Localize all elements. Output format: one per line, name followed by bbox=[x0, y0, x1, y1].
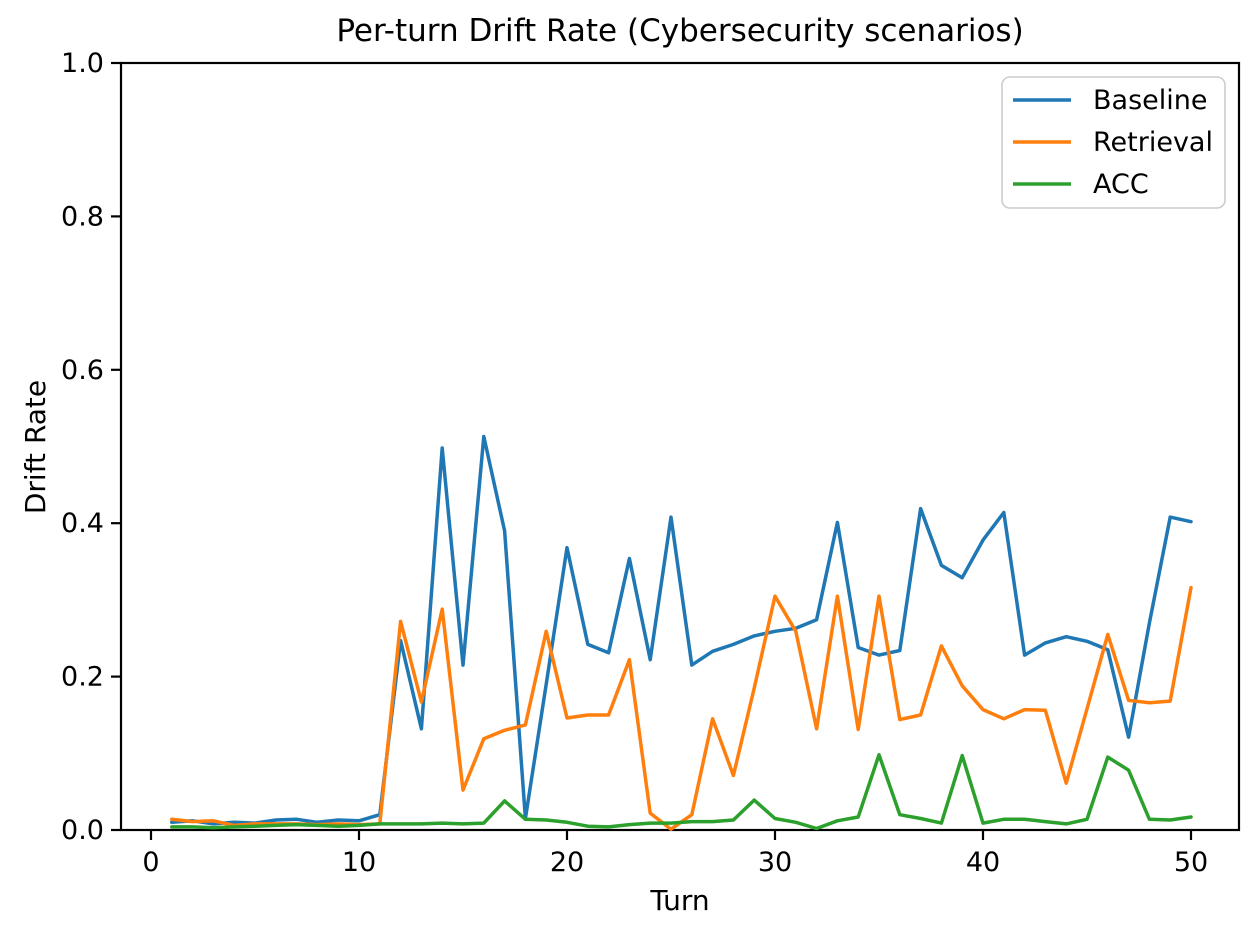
x-axis-label: Turn bbox=[649, 884, 709, 917]
legend-entry-baseline: Baseline bbox=[1013, 85, 1207, 116]
legend-label-retrieval: Retrieval bbox=[1093, 127, 1213, 158]
x-tick-label: 0 bbox=[142, 847, 159, 878]
y-tick-label: 1.0 bbox=[61, 48, 104, 79]
chart-title: Per-turn Drift Rate (Cybersecurity scena… bbox=[336, 13, 1023, 49]
x-tick-label: 10 bbox=[342, 847, 376, 878]
y-tick-label: 0.0 bbox=[61, 815, 104, 846]
series-line-acc bbox=[170, 753, 1193, 831]
x-tick-label: 40 bbox=[966, 847, 1000, 878]
x-tick-label: 30 bbox=[758, 847, 792, 878]
legend-box bbox=[1001, 76, 1226, 209]
plot-border bbox=[119, 61, 1241, 832]
legend-entry-acc: ACC bbox=[1013, 169, 1149, 200]
y-axis-label: Drift Rate bbox=[19, 380, 52, 514]
series-line-retrieval bbox=[170, 585, 1193, 831]
x-tick-label: 20 bbox=[550, 847, 584, 878]
y-axis-ticks: 0.0 0.2 0.4 0.6 0.8 1.0 bbox=[61, 48, 121, 846]
legend-label-baseline: Baseline bbox=[1093, 85, 1207, 116]
y-tick-label: 0.2 bbox=[61, 662, 104, 693]
legend-label-acc: ACC bbox=[1093, 169, 1149, 200]
y-tick-label: 0.8 bbox=[61, 201, 104, 232]
series-line-baseline bbox=[170, 434, 1193, 826]
y-tick-label: 0.6 bbox=[61, 355, 104, 386]
x-axis-ticks: 0 10 20 30 40 50 bbox=[142, 830, 1208, 878]
legend: Baseline Retrieval ACC bbox=[1001, 76, 1226, 209]
x-tick-label: 50 bbox=[1174, 847, 1208, 878]
legend-entry-retrieval: Retrieval bbox=[1013, 127, 1213, 158]
y-tick-label: 0.4 bbox=[61, 508, 104, 539]
data-series-lines bbox=[170, 434, 1193, 831]
